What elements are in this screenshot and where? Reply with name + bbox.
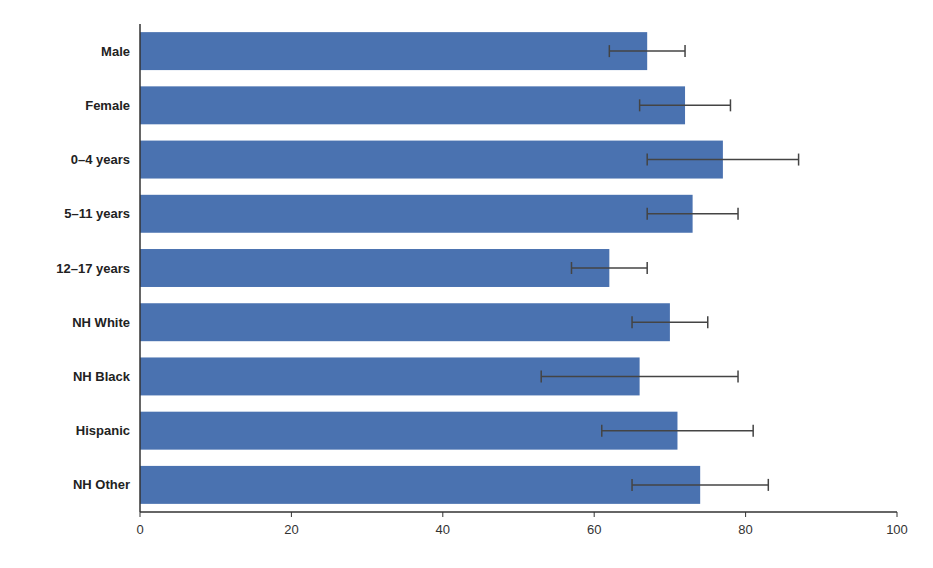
error-bar-line <box>609 50 685 52</box>
bar <box>140 412 677 450</box>
bar <box>140 249 609 287</box>
error-bar <box>632 479 768 491</box>
bars <box>140 32 799 504</box>
error-bar-cap-low <box>631 479 633 491</box>
error-bar-cap-low <box>609 45 611 57</box>
y-tick-label: 12–17 years <box>56 261 130 276</box>
error-bar <box>541 370 738 382</box>
chart-svg: 0 20 40 60 80 100 Male Female 0–4 years 5–11 year… <box>0 0 933 568</box>
axes: 0 20 40 60 80 100 Male Female 0–4 years 5–11 year… <box>56 24 908 537</box>
error-bar-cap-low <box>571 262 573 274</box>
x-tick <box>897 512 898 517</box>
x-tick-label: 60 <box>587 522 601 537</box>
error-bar-cap-low <box>540 370 542 382</box>
x-tick-label: 80 <box>738 522 752 537</box>
x-tick-label: 0 <box>136 522 143 537</box>
error-bar <box>632 316 708 328</box>
error-bar-line <box>647 213 738 215</box>
error-bar-cap-high <box>737 208 739 220</box>
error-bar <box>571 262 647 274</box>
error-bar-cap-low <box>639 99 641 111</box>
x-tick <box>745 512 746 517</box>
bar <box>140 86 685 124</box>
error-bar-line <box>632 321 708 323</box>
x-tick <box>291 512 292 517</box>
y-tick-label: Female <box>85 98 130 113</box>
error-bar <box>647 154 798 166</box>
x-tick <box>140 512 141 517</box>
error-bar-line <box>571 267 647 269</box>
y-tick-label: Male <box>101 44 130 59</box>
error-bar-cap-high <box>684 45 686 57</box>
error-bar-cap-low <box>601 425 603 437</box>
error-bar-cap-high <box>752 425 754 437</box>
y-tick-label: 0–4 years <box>71 152 130 167</box>
chart-container: 0 20 40 60 80 100 Male Female 0–4 years 5–11 year… <box>0 0 933 568</box>
error-bar-cap-high <box>737 370 739 382</box>
x-tick-label: 20 <box>284 522 298 537</box>
error-bar <box>640 99 731 111</box>
error-bar-line <box>541 376 738 378</box>
error-bar <box>609 45 685 57</box>
x-tick-label: 100 <box>886 522 908 537</box>
error-bar <box>602 425 753 437</box>
bar <box>140 466 700 504</box>
error-bar-cap-high <box>646 262 648 274</box>
x-tick-label: 40 <box>436 522 450 537</box>
error-bar-line <box>602 430 753 432</box>
y-tick-label: Hispanic <box>76 423 130 438</box>
error-bar-line <box>647 159 798 161</box>
x-tick <box>442 512 443 517</box>
error-bar-cap-high <box>798 154 800 166</box>
error-bar-line <box>632 484 768 486</box>
bar <box>140 32 647 70</box>
bar <box>140 303 670 341</box>
y-tick-label: NH Other <box>73 477 130 492</box>
error-bar-cap-high <box>768 479 770 491</box>
error-bar <box>647 208 738 220</box>
bar <box>140 195 693 233</box>
error-bar-cap-low <box>631 316 633 328</box>
y-tick-label: NH Black <box>73 369 131 384</box>
y-axis-line <box>139 24 141 512</box>
y-tick-label: 5–11 years <box>64 206 130 221</box>
error-bar-cap-low <box>646 154 648 166</box>
error-bar-cap-high <box>707 316 709 328</box>
error-bar-cap-low <box>646 208 648 220</box>
x-tick <box>594 512 595 517</box>
error-bar-cap-high <box>730 99 732 111</box>
x-axis-line <box>140 511 897 513</box>
error-bar-line <box>640 105 731 107</box>
bar <box>140 141 723 179</box>
y-tick-label: NH White <box>72 315 130 330</box>
